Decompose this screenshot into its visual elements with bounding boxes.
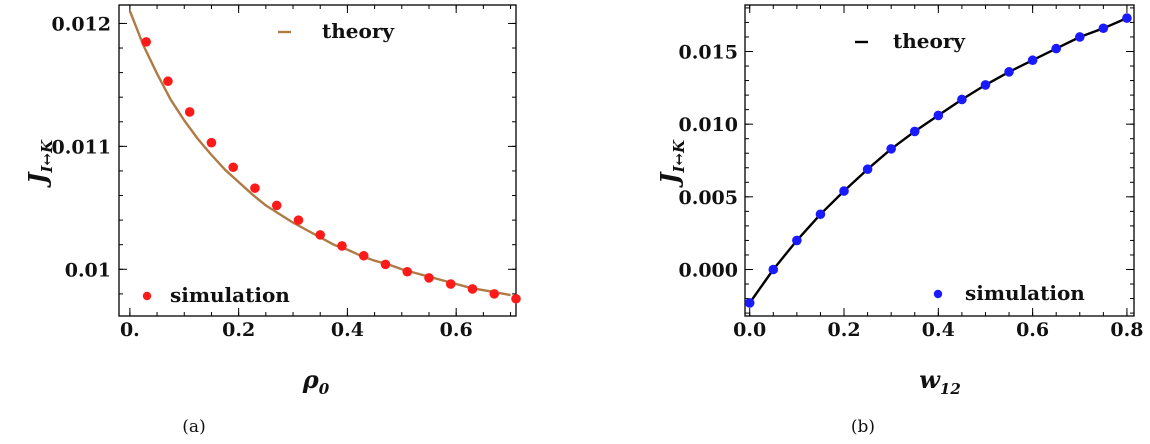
chart-panel-b: 0.0 0.2 0.4 0.6 0.8 0.000 0.005 0.010 0.015 theor… xyxy=(655,4,1143,437)
simulation-point xyxy=(271,200,282,211)
x-tick-label: 0. xyxy=(120,319,140,341)
legend-label-simulation: simulation xyxy=(170,283,290,307)
simulation-point xyxy=(1051,43,1061,54)
simulation-point xyxy=(862,164,873,175)
simulation-point xyxy=(163,76,173,87)
x-tick-label: 0.2 xyxy=(222,319,255,341)
legend-label-theory: theory xyxy=(322,19,395,43)
simulation-point xyxy=(228,162,239,173)
simulation-point xyxy=(933,110,944,121)
legend-swatch-simulation xyxy=(142,291,152,301)
x-axis-label: ρ0 xyxy=(302,365,330,398)
chart-panel-a: 0. 0.2 0.4 0.6 0.01 0.011 0.012 theory simulatio… xyxy=(23,4,521,437)
simulation-point xyxy=(1122,13,1132,23)
x-tick-label: 0.0 xyxy=(733,319,766,341)
y-tick-label: 0.012 xyxy=(52,13,112,35)
simulation-point xyxy=(250,183,260,193)
simulation-point xyxy=(815,209,826,220)
simulation-point xyxy=(511,293,521,304)
plot-frame xyxy=(118,4,517,317)
simulation-point xyxy=(768,264,779,275)
simulation-point xyxy=(839,186,849,196)
simulation-point xyxy=(1027,55,1038,66)
simulation-point xyxy=(424,273,434,283)
simulation-point xyxy=(1074,32,1085,42)
y-axis-label: JI↔K xyxy=(655,139,688,188)
x-tick-label: 0.6 xyxy=(440,319,473,341)
simulation-point xyxy=(445,279,456,289)
legend-label-theory: theory xyxy=(893,29,966,53)
y-tick-label: 0.000 xyxy=(679,259,739,281)
y-axis-label-subscript: I↔K xyxy=(38,139,56,174)
simulation-point xyxy=(206,137,217,148)
x-tick-label: 0.2 xyxy=(827,319,860,341)
y-tick-label: 0.01 xyxy=(65,259,111,281)
x-tick-label: 0.6 xyxy=(1016,319,1049,341)
simulation-point xyxy=(467,284,478,294)
simulation-point xyxy=(358,250,369,261)
simulation-point xyxy=(957,94,967,105)
simulation-point xyxy=(315,230,326,240)
panel-caption: (b) xyxy=(851,417,875,437)
x-tick-label: 0.4 xyxy=(922,319,955,341)
plot-frame xyxy=(744,4,1135,317)
simulation-point xyxy=(489,289,500,299)
x-axis-label: w12 xyxy=(919,365,961,398)
x-axis-label-subscript: 0 xyxy=(319,380,330,398)
y-tick-label: 0.005 xyxy=(679,187,739,209)
simulation-point xyxy=(380,259,391,270)
x-axis-label-subscript: 12 xyxy=(940,380,961,398)
y-tick-label: 0.011 xyxy=(52,136,112,158)
theory-curve xyxy=(748,16,1128,304)
x-tick-label: 0.4 xyxy=(331,319,364,341)
simulation-point xyxy=(909,126,920,137)
y-axis-label: JI↔K xyxy=(23,139,56,188)
simulation-point xyxy=(293,215,304,225)
simulation-point xyxy=(886,144,896,154)
simulation-point xyxy=(744,298,755,308)
simulation-point xyxy=(792,235,802,246)
y-tick-label: 0.010 xyxy=(679,114,739,136)
simulation-point xyxy=(184,107,195,117)
y-tick-label: 0.015 xyxy=(679,42,739,64)
simulation-point xyxy=(141,37,151,47)
simulation-point xyxy=(980,80,991,90)
simulation-point xyxy=(1004,67,1014,77)
x-tick-label: 0.8 xyxy=(1110,319,1143,341)
simulation-point xyxy=(402,266,413,277)
panel-caption: (a) xyxy=(182,417,205,437)
legend-swatch-simulation xyxy=(933,289,943,299)
legend-label-simulation: simulation xyxy=(965,281,1085,305)
theory-curve xyxy=(128,10,511,297)
simulation-point xyxy=(337,241,347,251)
y-axis-label-subscript: I↔K xyxy=(670,139,688,174)
simulation-point xyxy=(1098,23,1109,34)
